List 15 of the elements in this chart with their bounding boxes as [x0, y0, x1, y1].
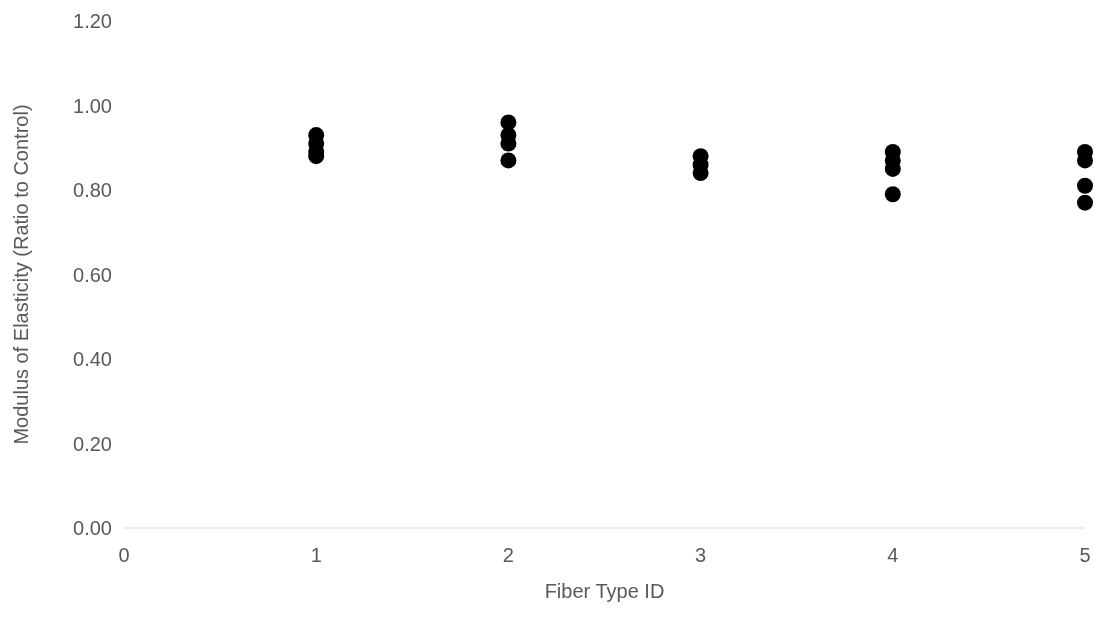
x-tick-label: 3	[695, 544, 707, 566]
y-tick-label: 1.00	[73, 94, 112, 117]
x-tick-label: 1	[310, 544, 322, 566]
x-tick-label: 5	[1079, 544, 1091, 566]
y-tick-label: 0.00	[73, 517, 112, 539]
y-tick-label: 0.80	[73, 179, 112, 201]
y-tick-label: 1.20	[73, 10, 112, 32]
y-tick-label: 0.60	[73, 263, 112, 286]
y-tick-label: 0.20	[73, 432, 112, 455]
y-tick-label: 0.40	[73, 348, 112, 370]
x-tick-label: 0	[118, 544, 130, 566]
x-tick-label: 4	[887, 544, 899, 566]
x-tick-label: 2	[502, 544, 514, 566]
x-axis-title: Fiber Type ID	[544, 580, 665, 602]
y-axis-title: Modulus of Elasticity (Ratio to Control)	[10, 104, 32, 445]
